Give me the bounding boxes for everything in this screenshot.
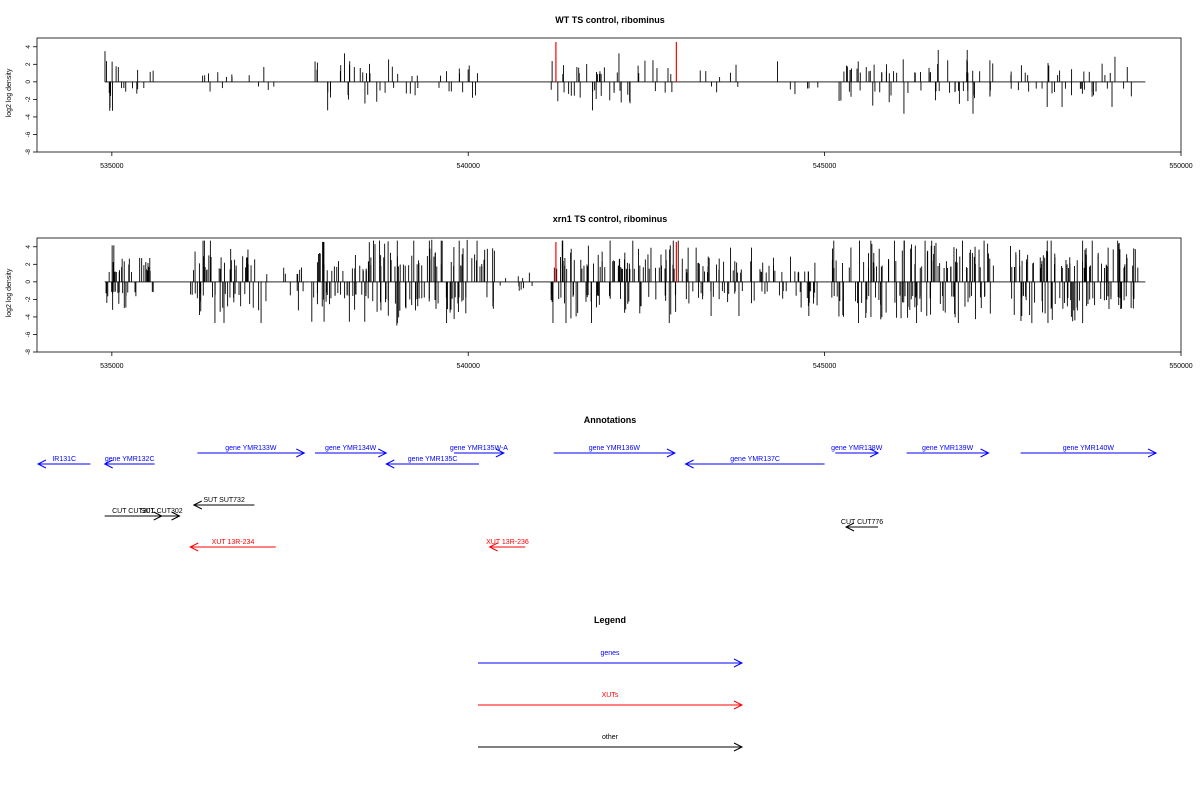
- y-tick-label: -6: [25, 131, 32, 137]
- y-tick-label: 4: [25, 245, 32, 249]
- annotation-feature: gene YMR136W: [553, 445, 677, 458]
- annotation-feature: gene YMR140W: [1020, 445, 1158, 458]
- legend-arrowhead: [733, 700, 744, 710]
- feature-label: IR131C: [52, 456, 76, 463]
- feature-arrowhead: [844, 522, 855, 532]
- legend-item: genes: [478, 650, 744, 668]
- annotation-feature: gene YMR132C: [103, 456, 155, 469]
- feature-label: gene YMR140W: [1063, 445, 1115, 452]
- panel-title: WT TS control, ribominus: [555, 15, 665, 25]
- y-tick-label: -6: [25, 331, 32, 337]
- feature-arrowhead: [378, 448, 388, 458]
- plot-frame: [36, 237, 1182, 353]
- y-tick-label: 4: [25, 45, 32, 49]
- x-tick-label: 550000: [1169, 163, 1192, 170]
- x-tick-label: 550000: [1169, 363, 1192, 370]
- feature-label: SUT SUT732: [203, 497, 245, 504]
- feature-label: gene YMR132C: [105, 456, 155, 463]
- x-tick-label: 540000: [457, 363, 480, 370]
- annotations-title: Annotations: [584, 415, 637, 425]
- feature-arrowhead: [192, 500, 203, 510]
- legend: Legend genes XUTs other: [478, 615, 744, 752]
- y-tick-label: -2: [25, 96, 32, 102]
- feature-label: gene YMR137C: [730, 456, 780, 463]
- feature-label: CUT CUT776: [841, 519, 883, 526]
- feature-arrowhead: [189, 542, 199, 552]
- legend-item: XUTs: [478, 692, 744, 710]
- panel-wt-ts-control: WT TS control, ribominus log2 log densit…: [6, 15, 1193, 170]
- annotation-feature: IR131C: [36, 456, 91, 469]
- y-tick-label: 2: [25, 62, 32, 66]
- feature-arrowhead: [171, 511, 181, 521]
- feature-arrowhead: [684, 459, 694, 469]
- feature-label: XUT 13R-236: [486, 539, 529, 546]
- y-tick-label: 2: [25, 262, 32, 266]
- annotation-feature: SUT CUT302: [141, 508, 183, 521]
- y-tick-label: -4: [25, 114, 32, 120]
- y-axis-label: log2 log density: [6, 68, 13, 117]
- feature-label: CUT CUT301: [112, 508, 154, 515]
- y-tick-label: -8: [25, 149, 32, 155]
- annotation-feature: gene YMR139W: [906, 445, 990, 458]
- legend-label: XUTs: [602, 692, 619, 699]
- annotation-feature: XUT 13R-236: [486, 539, 529, 552]
- annotation-feature: gene YMR137C: [684, 456, 825, 469]
- legend-arrowhead: [733, 658, 744, 668]
- feature-arrowhead: [488, 542, 498, 552]
- legend-title: Legend: [594, 615, 626, 625]
- feature-arrowhead: [980, 448, 990, 458]
- y-axis-label: log2 log density: [6, 268, 13, 317]
- feature-arrowhead: [1147, 448, 1158, 458]
- annotation-feature: gene YMR135W-A: [450, 445, 508, 458]
- legend-item: other: [478, 734, 744, 752]
- y-tick-label: -8: [25, 349, 32, 355]
- feature-arrowhead: [103, 459, 113, 469]
- x-tick-label: 545000: [813, 363, 836, 370]
- feature-arrowhead: [869, 448, 880, 458]
- legend-label: other: [602, 734, 619, 741]
- feature-label: gene YMR136W: [589, 445, 641, 452]
- annotation-feature: gene YMR133W: [197, 445, 306, 458]
- feature-label: gene YMR135C: [408, 456, 458, 463]
- feature-label: gene YMR133W: [225, 445, 277, 452]
- feature-label: SUT CUT302: [141, 508, 183, 515]
- feature-label: XUT 13R-234: [212, 539, 255, 546]
- annotations-track: Annotations IR131C gene YMR132C gene YMR13…: [36, 415, 1158, 552]
- x-tick-label: 540000: [457, 163, 480, 170]
- plot-frame: [36, 37, 1182, 153]
- panel-title: xrn1 TS control, ribominus: [553, 214, 668, 224]
- annotation-feature: SUT SUT732: [192, 497, 255, 510]
- annotation-feature: XUT 13R-234: [189, 539, 276, 552]
- y-tick-label: 0: [25, 80, 32, 84]
- panel-xrn1-ts-control: xrn1 TS control, ribominus log2 log dens…: [6, 214, 1193, 370]
- feature-arrowhead: [385, 459, 395, 469]
- annotation-feature: gene YMR134W: [314, 445, 388, 458]
- feature-label: gene YMR138W: [831, 445, 883, 452]
- feature-label: gene YMR134W: [325, 445, 377, 452]
- feature-arrowhead: [296, 448, 306, 458]
- y-tick-label: -4: [25, 314, 32, 320]
- legend-label: genes: [600, 650, 620, 657]
- y-tick-label: 0: [25, 280, 32, 284]
- feature-arrowhead: [666, 448, 677, 458]
- legend-arrowhead: [733, 742, 744, 752]
- annotation-feature: gene YMR138W: [831, 445, 883, 458]
- annotation-feature: gene YMR135C: [385, 456, 479, 469]
- annotation-feature: CUT CUT776: [841, 519, 883, 532]
- x-tick-label: 545000: [813, 163, 836, 170]
- feature-arrowhead: [495, 448, 505, 458]
- feature-label: gene YMR135W-A: [450, 445, 508, 452]
- x-tick-label: 535000: [100, 363, 123, 370]
- feature-label: gene YMR139W: [922, 445, 974, 452]
- feature-arrowhead: [36, 459, 47, 469]
- y-tick-label: -2: [25, 296, 32, 302]
- x-tick-label: 535000: [100, 163, 123, 170]
